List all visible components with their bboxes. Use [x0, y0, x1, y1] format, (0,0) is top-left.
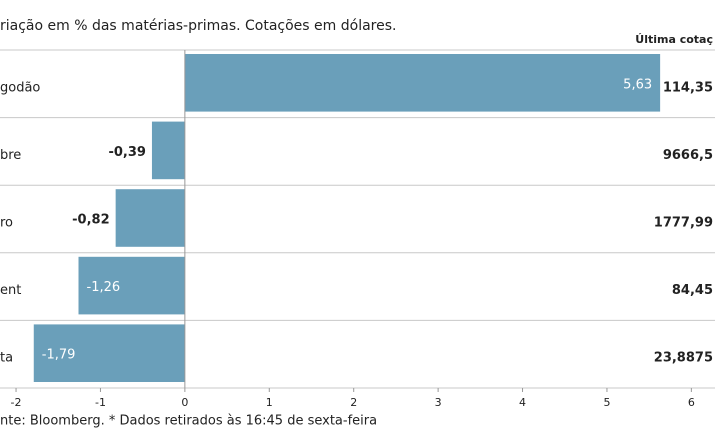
category-label: godão	[0, 80, 40, 95]
category-label: bre	[0, 148, 21, 163]
x-tick-label: 0	[181, 396, 188, 409]
bar	[115, 189, 185, 247]
x-tick-label: 4	[519, 396, 526, 409]
value-label: -0,39	[108, 145, 145, 160]
category-label: ta	[0, 351, 13, 366]
bar	[151, 121, 185, 180]
last-price: 114,35	[663, 80, 713, 95]
x-tick-label: 1	[266, 396, 273, 409]
x-tick-label: 3	[435, 396, 442, 409]
bar	[33, 324, 185, 382]
bar	[78, 256, 185, 315]
x-tick-label: 2	[350, 396, 357, 409]
chart-title: riação em % das matérias-primas. Cotaçõe…	[0, 18, 396, 34]
x-tick-label: 6	[688, 396, 695, 409]
source: nte: Bloomberg. * Dados retirados às 16:…	[0, 414, 377, 429]
value-label: -1,79	[42, 348, 76, 363]
x-tick-label: 5	[603, 396, 610, 409]
value-label: 5,63	[623, 77, 652, 92]
value-label: -0,82	[72, 213, 109, 228]
category-label: ro	[0, 216, 13, 231]
column-header: Última cotaç	[635, 33, 713, 46]
bar	[184, 54, 661, 112]
x-tick-label: -2	[11, 396, 22, 409]
last-price: 9666,5	[663, 148, 713, 163]
last-price: 1777,99	[654, 216, 713, 231]
last-price: 23,8875	[654, 351, 713, 366]
last-price: 84,45	[672, 283, 713, 298]
x-tick-label: -1	[95, 396, 106, 409]
category-label: ent	[0, 283, 21, 298]
value-label: -1,26	[87, 280, 121, 295]
